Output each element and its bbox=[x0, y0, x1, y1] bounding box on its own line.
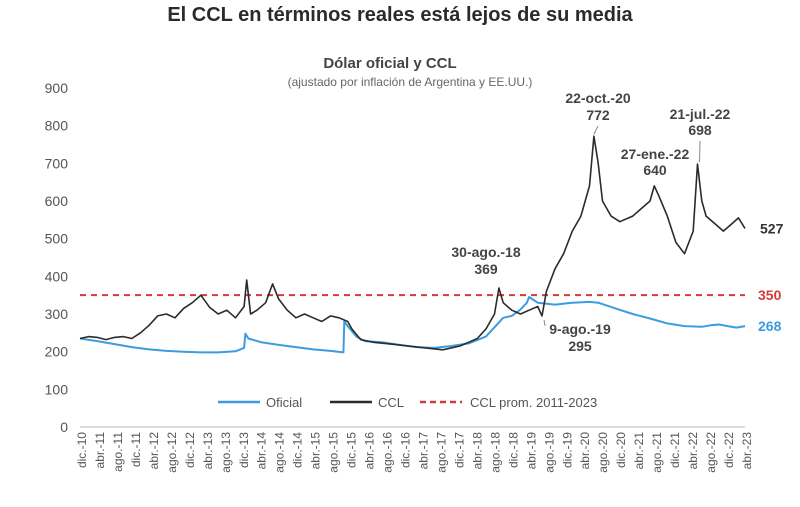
x-tick-label: dic.-12 bbox=[183, 432, 197, 468]
x-tick-label: dic.-20 bbox=[614, 432, 628, 468]
annotation-date: 22-oct.-20 bbox=[565, 90, 631, 106]
average-end-label: 350 bbox=[758, 287, 782, 303]
x-tick-label: abr.-20 bbox=[578, 432, 592, 470]
x-tick-label: abr.-22 bbox=[686, 432, 700, 470]
x-tick-label: ago.-14 bbox=[273, 432, 287, 473]
x-tick-label: abr.-18 bbox=[470, 432, 484, 470]
annotation-leader-line bbox=[699, 140, 701, 163]
x-tick-label: abr.-13 bbox=[201, 432, 215, 470]
y-tick-label: 400 bbox=[45, 268, 69, 284]
x-tick-label: abr.-11 bbox=[93, 432, 107, 469]
x-tick-label: dic.-14 bbox=[291, 432, 305, 468]
annotation-value: 369 bbox=[474, 261, 498, 277]
legend-avg-label: CCL prom. 2011-2023 bbox=[470, 395, 597, 410]
x-tick-label: dic.-22 bbox=[722, 432, 736, 468]
chart-subtitle: (ajustado por inflación de Argentina y E… bbox=[288, 75, 533, 89]
x-tick-label: ago.-15 bbox=[327, 432, 341, 473]
x-tick-label: ago.-11 bbox=[111, 432, 125, 472]
x-tick-label: dic.-17 bbox=[452, 432, 466, 468]
x-tick-label: abr.-14 bbox=[255, 432, 269, 470]
y-tick-label: 900 bbox=[45, 80, 69, 96]
annotation-value: 640 bbox=[643, 162, 667, 178]
oficial-end-label: 268 bbox=[758, 318, 782, 334]
annotation-leader-line bbox=[543, 319, 546, 327]
y-tick-label: 600 bbox=[45, 193, 69, 209]
annotation-date: 27-ene.-22 bbox=[621, 146, 690, 162]
x-tick-label: ago.-16 bbox=[381, 432, 395, 473]
x-tick-label: abr.-16 bbox=[363, 432, 377, 470]
x-tick-label: abr.-15 bbox=[309, 432, 323, 470]
annotation-date: 21-jul.-22 bbox=[670, 106, 731, 122]
annotation-value: 698 bbox=[688, 122, 712, 138]
y-tick-label: 800 bbox=[45, 118, 69, 134]
x-tick-label: ago.-19 bbox=[542, 432, 556, 473]
annotation-date: 9-ago.-19 bbox=[549, 321, 611, 337]
ccl-series-line bbox=[79, 135, 746, 351]
x-tick-label: dic.-15 bbox=[345, 432, 359, 468]
y-tick-label: 100 bbox=[45, 381, 69, 397]
x-tick-label: abr.-19 bbox=[524, 432, 538, 470]
headline-title: El CCL en términos reales está lejos de … bbox=[167, 4, 633, 26]
x-tick-label: abr.-17 bbox=[416, 432, 430, 470]
x-tick-label: ago.-17 bbox=[434, 432, 448, 473]
legend-ccl-label: CCL bbox=[378, 395, 404, 410]
legend-oficial-label: Oficial bbox=[266, 395, 302, 410]
x-tick-label: ago.-18 bbox=[488, 432, 502, 473]
y-tick-label: 200 bbox=[45, 344, 69, 360]
x-tick-label: dic.-16 bbox=[399, 432, 413, 468]
annotation-value: 772 bbox=[586, 107, 610, 123]
chart-title: Dólar oficial y CCL bbox=[323, 55, 456, 72]
oficial-series-line bbox=[79, 296, 746, 354]
y-tick-label: 700 bbox=[45, 155, 69, 171]
x-tick-label: dic.-21 bbox=[668, 432, 682, 468]
x-tick-label: abr.-23 bbox=[740, 432, 754, 470]
x-tick-label: dic.-19 bbox=[560, 432, 574, 468]
x-tick-label: ago.-12 bbox=[165, 432, 179, 473]
ccl-end-label: 527 bbox=[760, 220, 784, 236]
annotation-leader-line bbox=[593, 125, 599, 135]
x-tick-label: dic.-18 bbox=[506, 432, 520, 468]
x-tick-label: dic.-13 bbox=[237, 432, 251, 468]
x-tick-label: ago.-21 bbox=[650, 432, 664, 473]
x-tick-label: ago.-22 bbox=[704, 432, 718, 473]
annotation-date: 30-ago.-18 bbox=[451, 244, 520, 260]
x-tick-label: ago.-13 bbox=[219, 432, 233, 473]
x-tick-label: abr.-21 bbox=[632, 432, 646, 470]
y-tick-label: 500 bbox=[45, 231, 69, 247]
x-tick-label: ago.-20 bbox=[596, 432, 610, 473]
x-tick-label: dic.-10 bbox=[75, 432, 89, 468]
annotation-value: 295 bbox=[568, 338, 592, 354]
x-tick-label: dic.-11 bbox=[129, 432, 143, 467]
y-tick-label: 300 bbox=[45, 306, 69, 322]
x-tick-label: abr.-12 bbox=[147, 432, 161, 470]
y-tick-label: 0 bbox=[60, 419, 68, 435]
